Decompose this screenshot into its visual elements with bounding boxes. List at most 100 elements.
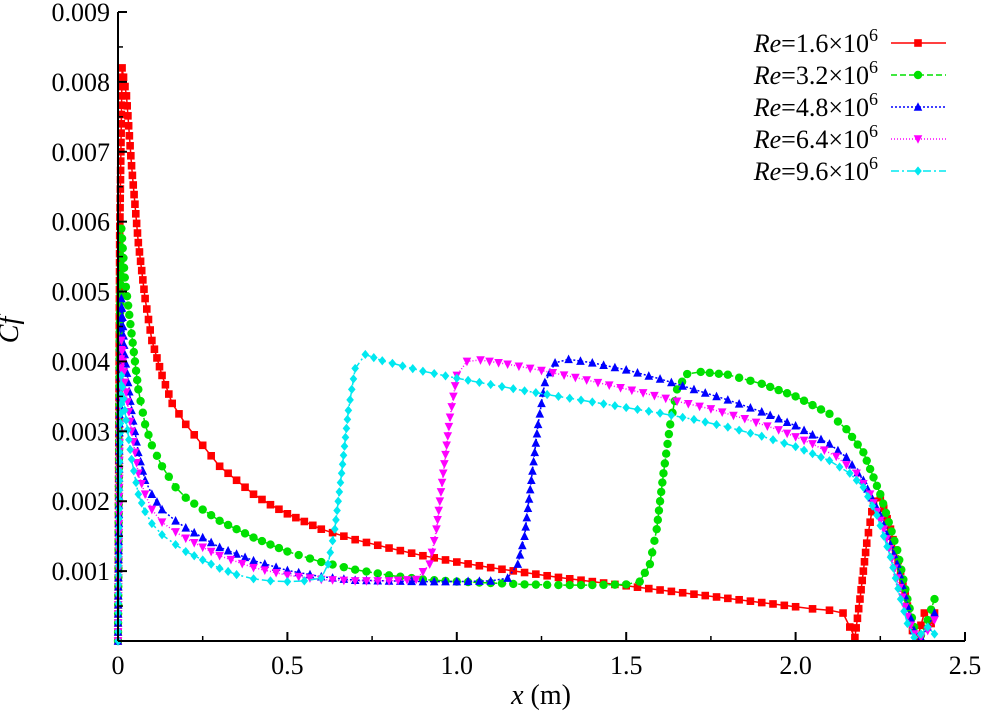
y-axis-title: Cf bbox=[0, 314, 25, 344]
series-1-point bbox=[232, 476, 241, 485]
series-2-point bbox=[117, 234, 127, 243]
series-5-point bbox=[453, 373, 461, 383]
series-1-point bbox=[927, 619, 935, 628]
series-3-point bbox=[240, 552, 250, 562]
series-4-point bbox=[740, 414, 750, 424]
series-5-point bbox=[332, 515, 340, 525]
series-2-point bbox=[118, 244, 127, 253]
series-1-point bbox=[128, 171, 137, 180]
series-5-point bbox=[588, 397, 597, 407]
series-3-point bbox=[930, 608, 939, 617]
series-4-point bbox=[237, 559, 247, 569]
series-2-point bbox=[723, 370, 733, 379]
series-1-point bbox=[825, 606, 834, 615]
legend-label-value: =6.4×10 bbox=[781, 125, 869, 154]
series-2-point bbox=[128, 338, 137, 348]
series-3-point bbox=[564, 354, 573, 364]
series-1-point bbox=[132, 219, 141, 228]
series-1-point bbox=[116, 175, 125, 184]
series-3-point bbox=[513, 559, 523, 568]
series-1-point bbox=[168, 399, 177, 408]
series-1-point bbox=[858, 576, 867, 585]
series-5-point bbox=[190, 551, 199, 561]
series-4-point bbox=[729, 411, 738, 421]
series-1-point bbox=[137, 266, 146, 275]
series-2-point bbox=[542, 580, 552, 590]
series-5 bbox=[114, 349, 939, 646]
series-1-point bbox=[856, 595, 864, 603]
series-2-point bbox=[131, 366, 141, 375]
series-1-point bbox=[117, 110, 126, 119]
series-4-point bbox=[791, 433, 800, 442]
series-4-point bbox=[440, 460, 449, 469]
series-3-point bbox=[621, 365, 631, 374]
series-3-point bbox=[530, 447, 540, 457]
series-4-point bbox=[782, 429, 792, 439]
series-4-point bbox=[650, 391, 659, 401]
series-5-point bbox=[896, 594, 905, 604]
y-tick-label: 0.002 bbox=[52, 487, 111, 516]
series-5-point bbox=[543, 389, 551, 400]
series-5-point bbox=[130, 466, 138, 476]
legend-swatch-marker bbox=[914, 166, 922, 176]
series-1-point bbox=[498, 565, 506, 574]
series-3-point bbox=[528, 466, 537, 475]
series-3-point bbox=[117, 293, 126, 303]
series-2-point bbox=[808, 400, 817, 410]
series-4-point bbox=[433, 516, 442, 525]
series-1-point bbox=[419, 551, 427, 560]
series-3-point bbox=[723, 395, 733, 404]
series-1-point bbox=[155, 362, 164, 371]
series-3-point bbox=[816, 434, 826, 444]
series-5-point bbox=[441, 371, 450, 381]
x-axis-title-unit: (m) bbox=[524, 680, 571, 711]
series-1-point bbox=[130, 190, 138, 199]
series-1-point bbox=[373, 541, 382, 550]
series-1-point bbox=[129, 181, 138, 189]
series-3-point bbox=[808, 430, 817, 439]
x-tick-label: 2.5 bbox=[949, 651, 982, 680]
series-2-point bbox=[132, 375, 142, 385]
legend-label-var: Re bbox=[753, 157, 781, 186]
series-3-point bbox=[525, 484, 535, 494]
series-4-point bbox=[171, 528, 180, 537]
series-2-point bbox=[714, 369, 724, 378]
legend-label: Re=3.2×106 bbox=[753, 57, 878, 90]
legend-label-var: Re bbox=[753, 93, 781, 122]
series-1-point bbox=[853, 614, 862, 623]
legend-swatch-marker bbox=[914, 39, 922, 47]
legend-label-exponent: 6 bbox=[869, 25, 878, 45]
series-2-point bbox=[147, 441, 157, 450]
series-1-point bbox=[117, 101, 126, 109]
series-1-point bbox=[124, 122, 133, 130]
series-1-point bbox=[861, 548, 870, 557]
series-4-point bbox=[215, 551, 224, 561]
series-4-point bbox=[672, 397, 682, 407]
series-2-point bbox=[658, 478, 667, 487]
series-2-point bbox=[294, 550, 303, 560]
series-5-point bbox=[266, 576, 275, 586]
series-3-point bbox=[206, 537, 216, 547]
series-3-point bbox=[576, 356, 585, 365]
series-2-point bbox=[164, 472, 174, 481]
series-4-point bbox=[503, 360, 512, 370]
series-4-point bbox=[132, 458, 141, 468]
series-4-point bbox=[514, 362, 524, 372]
series-4-point bbox=[774, 426, 783, 435]
y-tick-label: 0.007 bbox=[52, 138, 111, 167]
series-4-point bbox=[339, 576, 349, 586]
series-5-point bbox=[498, 382, 506, 392]
series-2-point bbox=[117, 224, 126, 233]
series-3-point bbox=[655, 374, 665, 383]
series-1-point bbox=[351, 535, 359, 544]
series-5-point bbox=[334, 496, 343, 506]
series-1-point bbox=[140, 285, 148, 294]
series-4-point bbox=[438, 469, 448, 479]
series-5-point bbox=[889, 563, 897, 573]
series-4-point bbox=[582, 376, 591, 385]
series-5-point bbox=[746, 428, 755, 438]
series-2-point bbox=[923, 615, 932, 625]
series-5-point bbox=[326, 547, 335, 558]
series-5-point bbox=[342, 423, 351, 433]
series-2-point bbox=[696, 367, 705, 377]
